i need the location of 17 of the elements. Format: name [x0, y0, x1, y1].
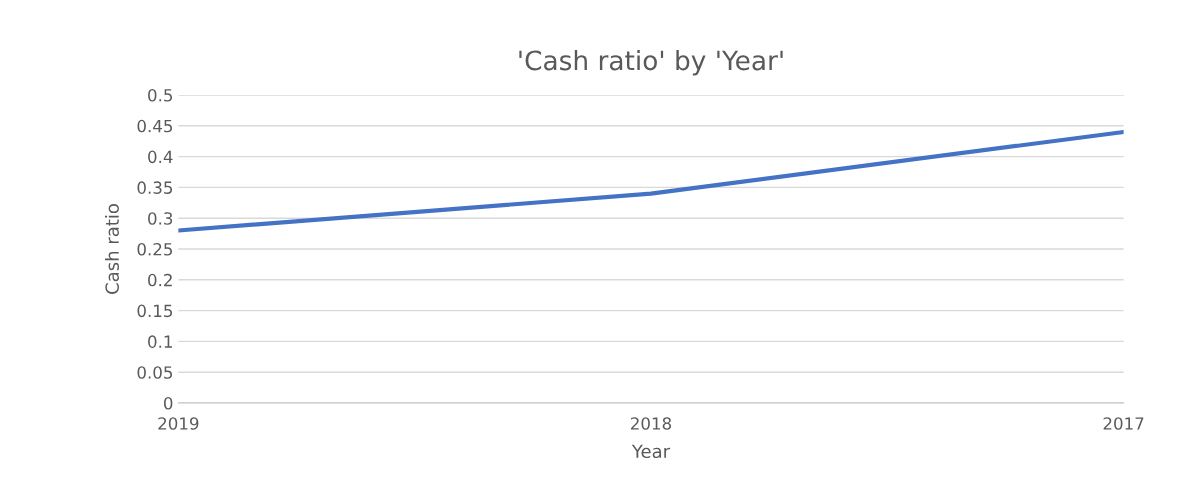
y-tick-label: 0.5 [148, 88, 173, 102]
x-tick-label: 2019 [158, 417, 199, 430]
y-tick-label: 0.2 [148, 273, 172, 287]
chart-title: 'Cash ratio' by 'Year' [519, 49, 783, 76]
y-tick-label: 0.45 [137, 119, 173, 133]
y-tick-label: 0.25 [137, 242, 173, 256]
x-axis-title: Year [631, 444, 671, 459]
y-tick-label: 0.3 [148, 212, 173, 225]
y-tick-label: 0.4 [148, 150, 173, 164]
y-tick-label: 0.1 [148, 335, 172, 348]
y-tick-label: 0.05 [137, 366, 173, 379]
y-tick-label: 0.35 [137, 181, 173, 194]
y-tick-label: 0.15 [137, 304, 173, 318]
x-tick-label: 2017 [1103, 417, 1144, 430]
x-tick-label: 2018 [630, 417, 672, 430]
y-axis-title: Cash ratio [105, 204, 119, 294]
y-tick-label: 0 [163, 396, 173, 410]
